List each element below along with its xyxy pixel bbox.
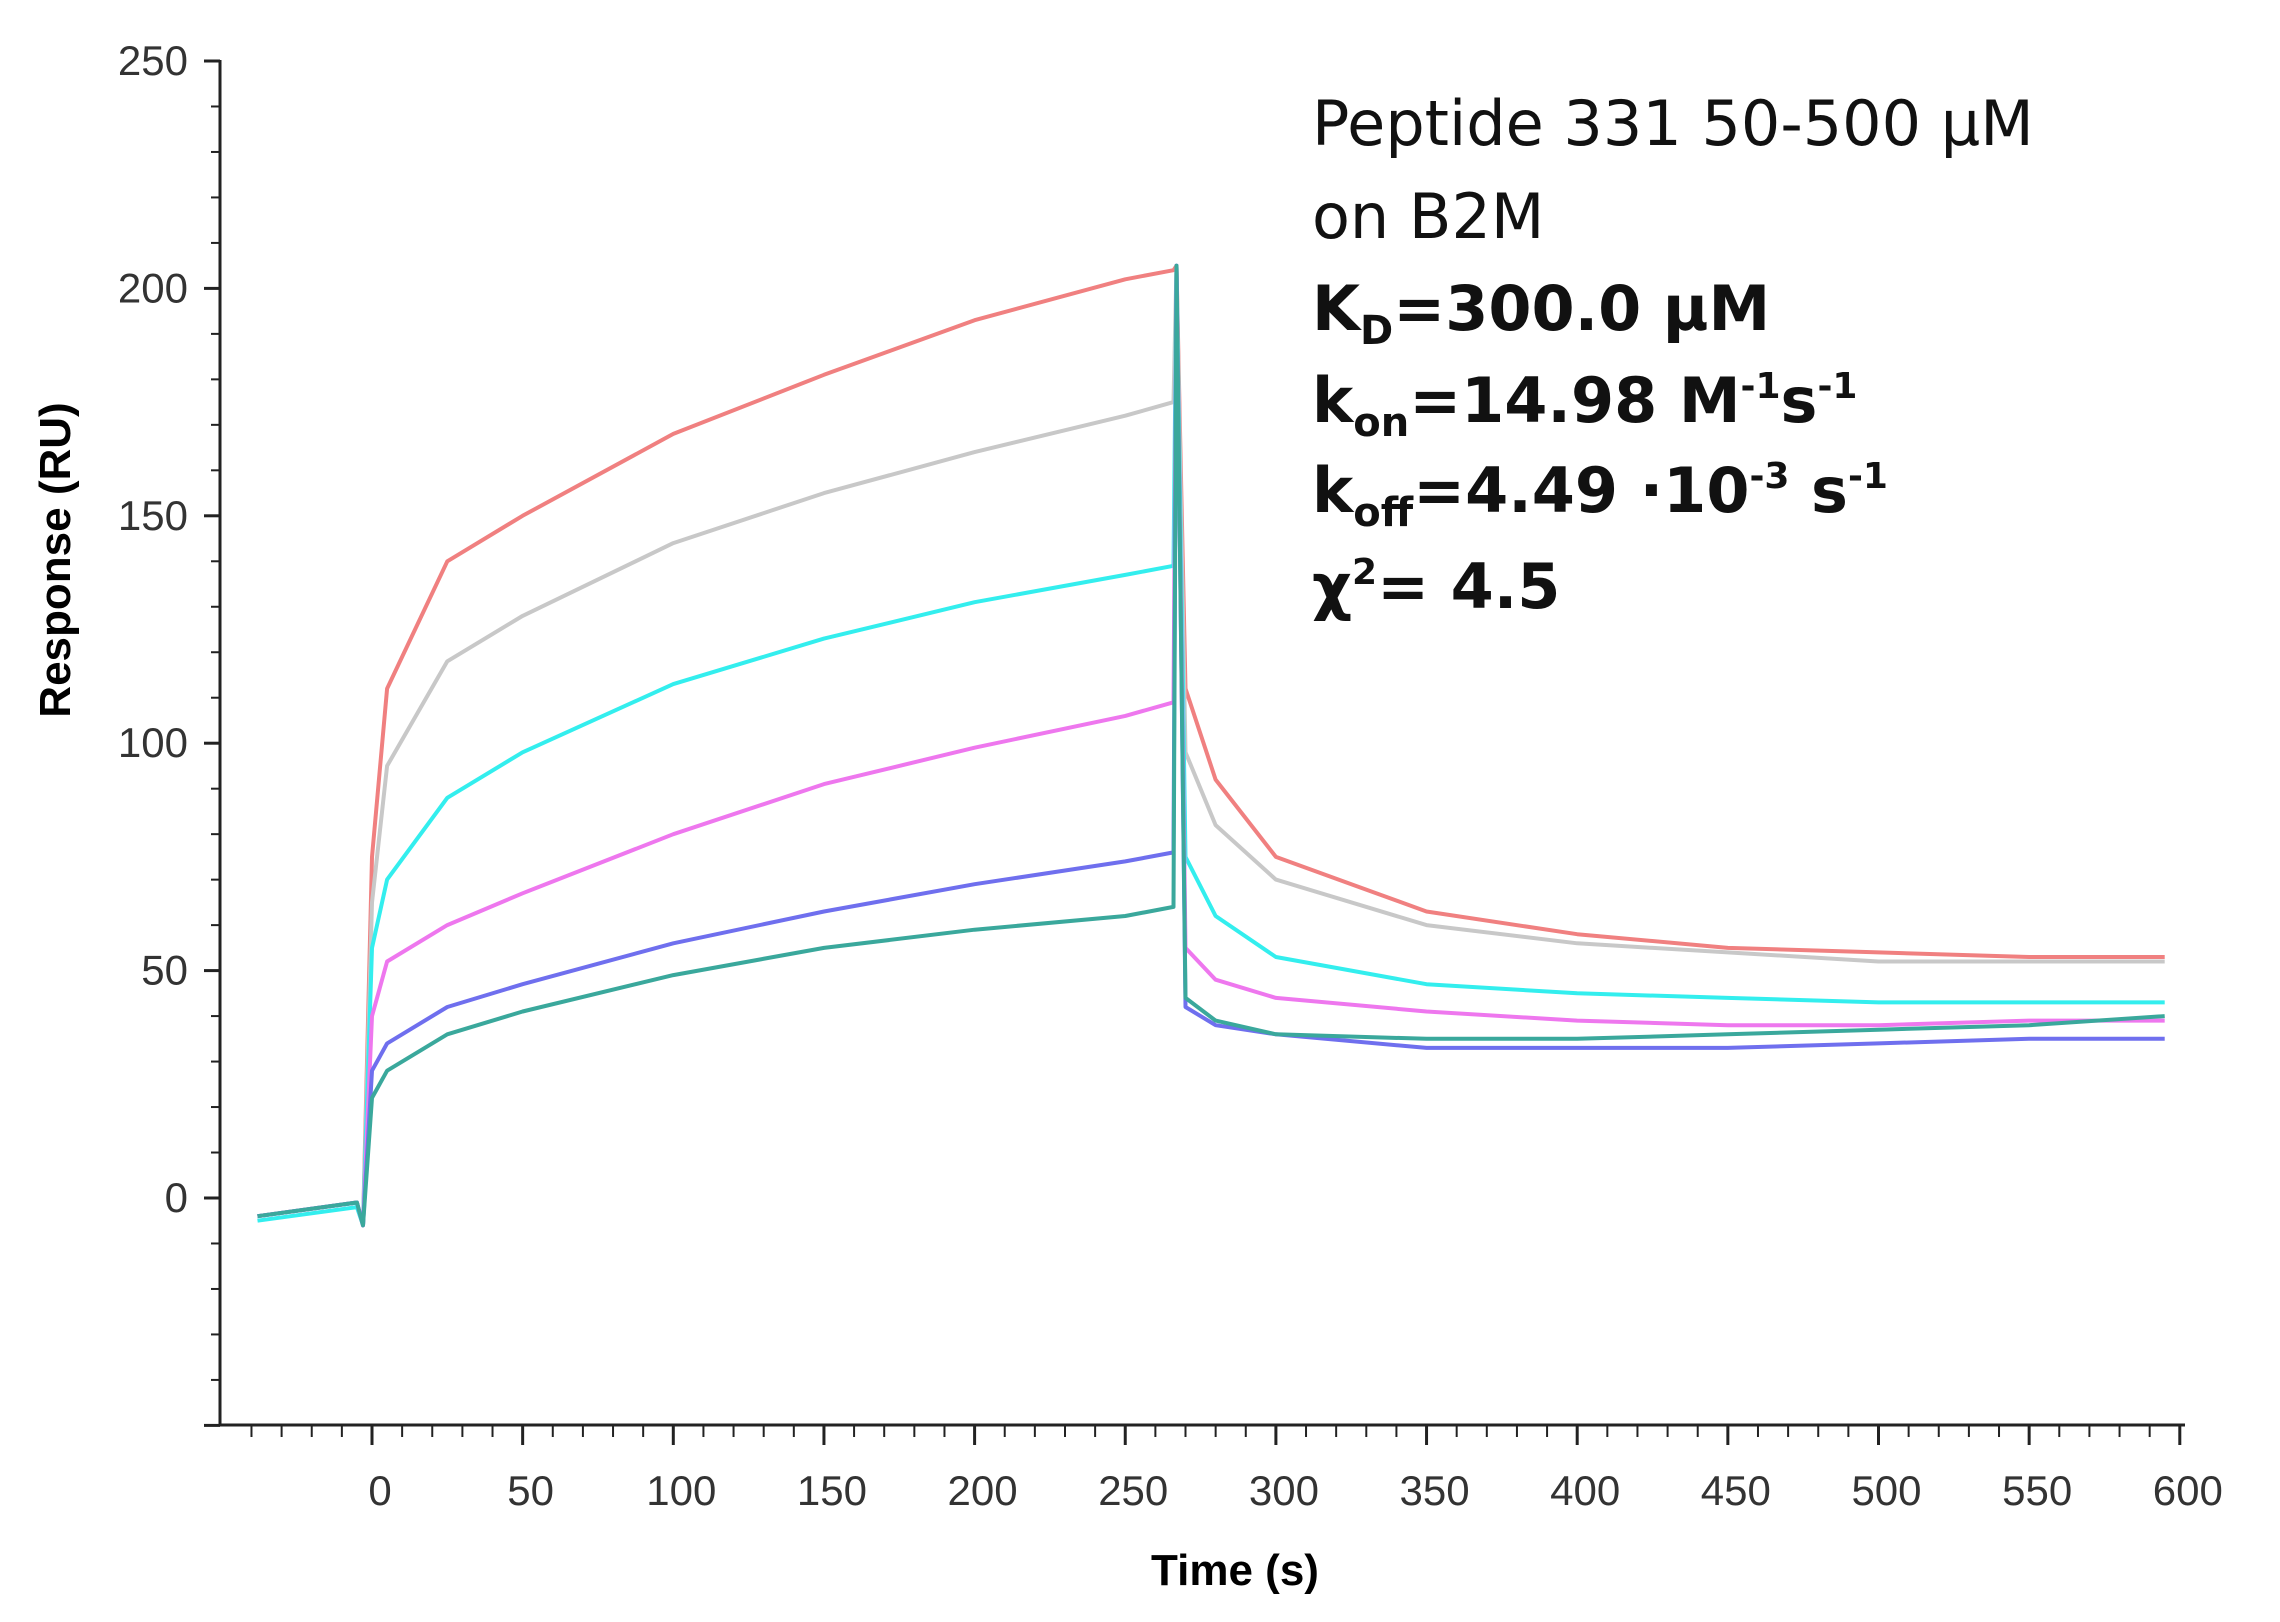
x-tick-label: 350 — [1400, 1467, 1470, 1514]
annotation-block: Peptide 331 50-500 µM on B2M KD=300.0 µM… — [1312, 87, 2034, 623]
series-line-1 — [257, 263, 2165, 1228]
series-line-6 — [257, 263, 2165, 1228]
annotation-koff: koff=4.49 ·10-3 s-1 — [1312, 454, 1888, 536]
x-tick-label: 550 — [2002, 1467, 2072, 1514]
annotation-chi-squared: χ2= 4.5 — [1312, 550, 1560, 623]
annotation-target: on B2M — [1312, 180, 1544, 253]
x-tick-label: 150 — [797, 1467, 867, 1514]
x-tick-label: 450 — [1701, 1467, 1771, 1514]
series-line-2 — [257, 263, 2165, 1228]
annotation-peptide: Peptide 331 50-500 µM — [1312, 87, 2034, 160]
x-tick-label: 400 — [1550, 1467, 1620, 1514]
x-tick-label: 500 — [1851, 1467, 1921, 1514]
axes: 0 50 100 150 200 250 0 50 100 150 200 250 300 350 400 4… — [118, 37, 2223, 1514]
x-tick-label: 250 — [1098, 1467, 1168, 1514]
y-tick-label: 100 — [118, 719, 188, 766]
series-line-5 — [257, 263, 2165, 1228]
y-tick-label: 200 — [118, 264, 188, 311]
annotation-kd: KD=300.0 µM — [1312, 272, 1770, 354]
x-tick-label: 200 — [948, 1467, 1018, 1514]
series-line-4 — [257, 263, 2165, 1228]
x-tick-label: 100 — [646, 1467, 716, 1514]
x-tick-label: 50 — [507, 1467, 554, 1514]
x-tick-label: 600 — [2153, 1467, 2223, 1514]
x-tick-label: 0 — [368, 1467, 391, 1514]
annotation-kon: kon=14.98 M-1s-1 — [1312, 364, 1857, 446]
x-axis-title: Time (s) — [1151, 1546, 1319, 1595]
y-tick-label: 150 — [118, 492, 188, 539]
y-tick-label: 0 — [165, 1174, 188, 1221]
y-axis-title: Response (RU) — [31, 402, 80, 717]
y-tick-label: 50 — [141, 947, 188, 994]
series-line-3 — [257, 263, 2165, 1228]
y-tick-label: 250 — [118, 37, 188, 84]
x-tick-label: 300 — [1249, 1467, 1319, 1514]
series-layer — [257, 263, 2165, 1228]
